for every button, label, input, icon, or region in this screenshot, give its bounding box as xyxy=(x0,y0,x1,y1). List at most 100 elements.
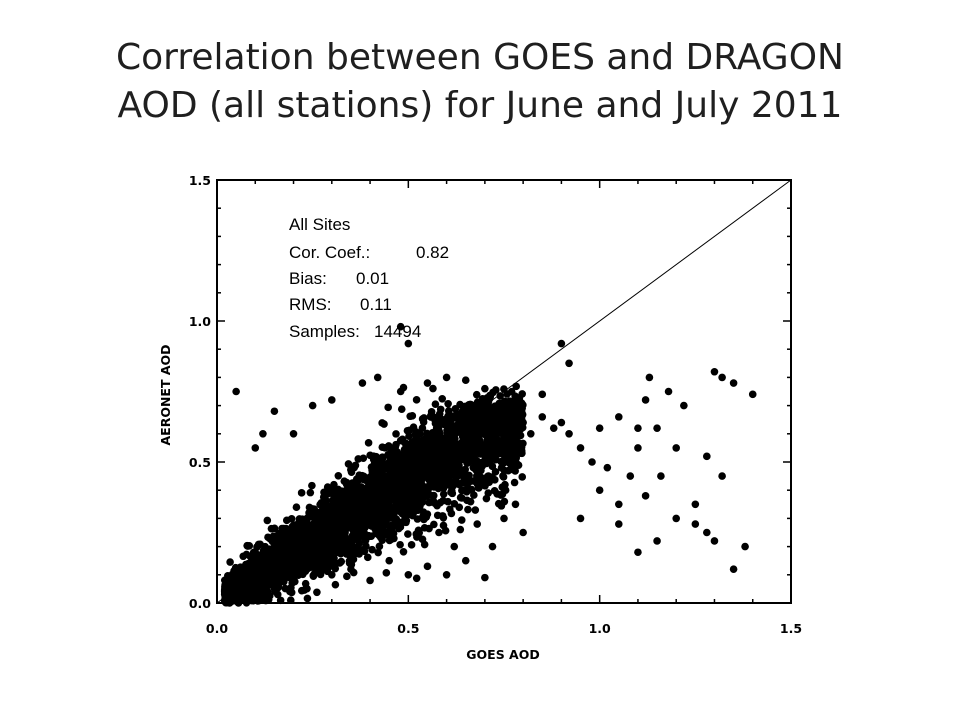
data-point xyxy=(463,496,471,505)
data-point xyxy=(464,505,472,514)
data-point xyxy=(316,500,324,509)
data-point xyxy=(729,379,738,387)
data-point xyxy=(405,432,413,440)
data-point xyxy=(385,556,394,565)
data-point xyxy=(310,513,318,522)
data-point xyxy=(373,472,382,480)
data-point xyxy=(429,434,438,442)
data-point xyxy=(461,556,470,565)
data-point xyxy=(412,463,421,471)
data-point xyxy=(496,437,504,445)
data-point xyxy=(481,430,489,438)
data-point xyxy=(384,403,392,412)
data-point xyxy=(413,470,421,479)
data-point xyxy=(519,528,527,537)
data-point xyxy=(426,460,435,469)
data-point xyxy=(412,396,421,404)
data-point xyxy=(491,431,500,440)
rms-value: 0.11 xyxy=(360,295,392,314)
data-point xyxy=(279,572,288,580)
data-point xyxy=(423,429,431,438)
data-point xyxy=(641,492,650,500)
data-point xyxy=(448,412,457,421)
data-point xyxy=(311,552,319,560)
data-point xyxy=(358,520,366,528)
data-point xyxy=(307,563,315,571)
data-point xyxy=(402,516,411,525)
data-point xyxy=(549,424,558,432)
data-point xyxy=(505,397,514,405)
y-axis-label: AERONET AOD xyxy=(158,344,173,445)
data-point xyxy=(396,436,405,445)
data-point xyxy=(396,322,405,331)
data-point xyxy=(512,454,521,462)
data-point xyxy=(557,339,566,348)
data-point xyxy=(287,588,296,597)
data-point xyxy=(703,452,711,461)
data-point xyxy=(444,407,453,415)
data-point xyxy=(653,424,661,432)
data-point xyxy=(486,392,495,401)
axis-ticks: 0.0 0.5 1.0 1.5 0.0 0.5 1.0 1.5 xyxy=(189,173,802,636)
data-point xyxy=(490,476,499,484)
x-tick-label: 1.5 xyxy=(780,621,802,636)
data-point xyxy=(318,556,326,565)
data-point xyxy=(420,540,429,549)
data-point xyxy=(487,455,496,464)
data-point xyxy=(474,445,482,453)
data-point xyxy=(373,488,381,496)
data-point xyxy=(461,435,470,444)
data-point xyxy=(310,505,319,513)
data-point xyxy=(291,577,299,586)
data-point xyxy=(419,482,427,491)
data-point xyxy=(444,497,452,506)
data-point xyxy=(488,424,497,432)
data-point xyxy=(330,508,338,516)
data-point xyxy=(267,581,275,589)
data-point xyxy=(391,494,399,503)
data-point xyxy=(289,553,298,562)
data-point xyxy=(488,542,497,551)
data-point xyxy=(474,464,483,472)
data-point xyxy=(672,444,680,452)
data-point xyxy=(335,489,344,498)
data-point xyxy=(482,420,491,428)
data-point xyxy=(282,556,290,565)
data-point xyxy=(448,452,457,460)
data-point xyxy=(435,444,443,452)
x-axis-label: GOES AOD xyxy=(466,647,539,662)
data-point xyxy=(538,390,547,399)
data-point xyxy=(565,359,573,368)
data-point xyxy=(230,567,238,575)
data-point xyxy=(402,499,410,508)
data-point xyxy=(297,489,306,497)
data-point xyxy=(748,390,757,399)
data-point xyxy=(320,514,328,523)
data-point xyxy=(244,594,253,602)
data-point xyxy=(634,548,642,557)
data-point xyxy=(347,506,355,514)
data-point xyxy=(380,420,388,428)
data-point xyxy=(272,576,281,585)
x-tick-label: 0.5 xyxy=(397,621,419,636)
data-point xyxy=(691,520,700,528)
data-point xyxy=(444,399,452,408)
data-point xyxy=(287,514,296,523)
data-point xyxy=(483,473,492,482)
data-point xyxy=(352,532,361,541)
data-point xyxy=(603,463,612,472)
data-point xyxy=(241,580,249,589)
x-tick-label: 0.0 xyxy=(206,621,228,636)
data-point xyxy=(466,450,475,459)
slide-title: Correlation between GOES and DRAGON AOD … xyxy=(0,34,960,130)
data-point xyxy=(500,423,509,431)
y-tick-label: 1.0 xyxy=(189,314,211,329)
data-point xyxy=(347,565,355,573)
data-point xyxy=(343,480,351,489)
data-point xyxy=(382,569,391,577)
data-point xyxy=(433,501,441,510)
data-point xyxy=(615,413,623,421)
data-point xyxy=(399,547,408,556)
data-point xyxy=(436,473,444,482)
data-point xyxy=(432,463,441,472)
